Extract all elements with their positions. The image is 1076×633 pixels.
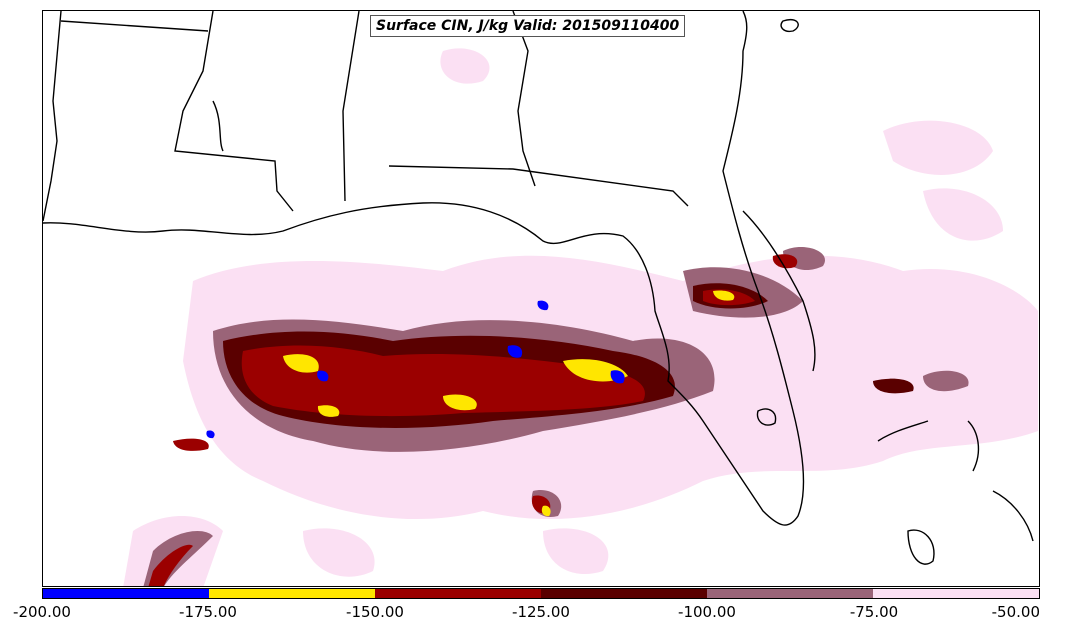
map-frame <box>42 10 1040 587</box>
colorbar-segment <box>209 589 375 598</box>
colorbar-tick: -150.00 <box>346 603 404 621</box>
colorbar-tick: -175.00 <box>179 603 237 621</box>
map-title: Surface CIN, J/kg Valid: 201509110400 <box>370 15 686 37</box>
colorbar-segment <box>873 589 1039 598</box>
colorbar-segment <box>43 589 209 598</box>
colorbar-segment <box>541 589 707 598</box>
colorbar-tick: -200.00 <box>13 603 71 621</box>
colorbar-tick: -75.00 <box>849 603 899 621</box>
cin-field-light <box>123 48 1038 586</box>
colorbar-tick: -125.00 <box>512 603 570 621</box>
geographic-boundaries <box>43 11 1034 565</box>
colorbar-segment <box>375 589 541 598</box>
map-canvas <box>43 11 1038 586</box>
colorbar <box>42 588 1040 599</box>
colorbar-tick: -100.00 <box>678 603 736 621</box>
colorbar-segment <box>707 589 873 598</box>
colorbar-tick: -50.00 <box>991 603 1040 621</box>
cin-field-blue <box>206 300 625 439</box>
